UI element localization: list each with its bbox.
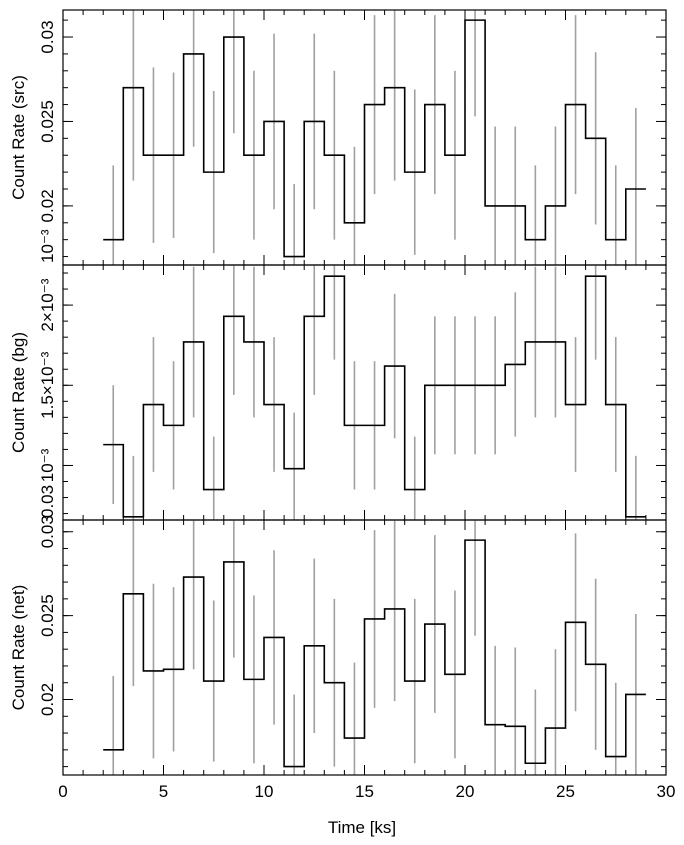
y-axis-label: Count Rate (src) — [9, 75, 28, 200]
x-tick-label: 0 — [58, 782, 67, 801]
x-tick-label: 5 — [159, 782, 168, 801]
panel-1: 0.02 0.025 0.03 10⁻³ Count Rate (src) — [9, 9, 667, 266]
y-tick-label: 0.03 — [38, 20, 57, 53]
x-tick-label: 10 — [255, 782, 274, 801]
y-corner-label: 10⁻³ — [38, 229, 57, 263]
y-axis-label: Count Rate (bg) — [9, 332, 28, 453]
y-tick-label: 0.025 — [38, 594, 57, 637]
step-line — [103, 539, 646, 768]
y-tick-label: 0.02 — [38, 683, 57, 716]
y-tick-label: 2×10⁻³ — [38, 278, 57, 331]
y-tick-label: 1.5×10⁻³ — [38, 351, 57, 418]
x-tick-label: 20 — [456, 782, 475, 801]
y-corner-label: 0.03 — [38, 485, 57, 518]
y-tick-label: 0.02 — [38, 189, 57, 222]
x-axis-label: Time [ks] — [328, 818, 396, 837]
x-tick-label: 30 — [657, 782, 676, 801]
x-tick-label: 25 — [556, 782, 575, 801]
x-tick-label: 15 — [355, 782, 374, 801]
step-line — [103, 19, 646, 258]
panel-3: 0.02 0.025 0.03 Count Rate (net) — [9, 515, 667, 776]
y-tick-label: 0.025 — [38, 100, 57, 143]
panels-layer: 0.02 0.025 0.03 10⁻³ Count Rate (src) 10⁻³ 1.5… — [9, 9, 667, 776]
y-tick-label: 0.03 — [38, 515, 57, 548]
panel-2: 10⁻³ 1.5×10⁻³ 2×10⁻³ 0.03 Count Rate (bg) — [9, 264, 667, 521]
step-line — [103, 275, 646, 518]
y-axis-label: Count Rate (net) — [9, 585, 28, 711]
y-tick-label: 10⁻³ — [38, 448, 57, 482]
x-axis: 0 5 10 15 20 25 30 — [58, 782, 675, 801]
